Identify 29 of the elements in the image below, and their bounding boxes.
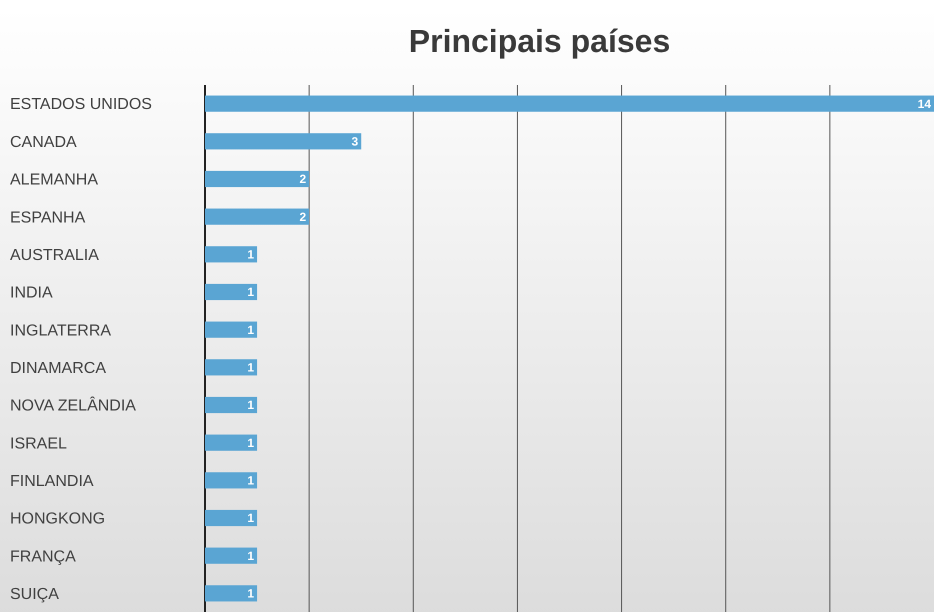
data-label: 1 — [247, 285, 254, 300]
y-tick-label: HONGKONG — [10, 510, 106, 528]
y-tick-label: ESTADOS UNIDOS — [10, 96, 152, 114]
y-tick-label: DINAMARCA — [10, 360, 106, 377]
chart-title: Principais países — [408, 23, 670, 59]
y-tick-label: ALEMANHA — [10, 172, 98, 189]
y-tick-label: NOVA ZELÂNDIA — [10, 396, 136, 415]
data-label: 14 — [918, 96, 932, 111]
y-tick-label: ISRAEL — [10, 435, 68, 452]
data-label: 1 — [247, 436, 254, 450]
data-label: 1 — [247, 474, 254, 488]
data-label: 2 — [299, 172, 306, 186]
y-tick-label: CANADA — [10, 134, 78, 151]
y-tick-label: FRANÇA — [10, 548, 76, 566]
y-tick-label: AUSTRALIA — [10, 246, 100, 264]
data-label: 1 — [247, 398, 254, 412]
y-tick-label: FINLANDIA — [10, 472, 94, 490]
y-tick-label: INDIA — [10, 284, 53, 302]
data-label: 1 — [247, 548, 254, 563]
y-tick-label: ESPANHA — [10, 209, 86, 226]
y-tick-label: SUIÇA — [10, 586, 60, 603]
y-tick-label: INGLATERRA — [10, 322, 112, 340]
data-label: 1 — [247, 248, 254, 262]
data-label: 1 — [247, 322, 254, 337]
data-label: 1 — [247, 360, 254, 375]
data-label: 1 — [247, 586, 254, 601]
data-label: 2 — [299, 210, 306, 224]
data-label: 3 — [352, 134, 359, 149]
data-label: 1 — [247, 511, 254, 526]
